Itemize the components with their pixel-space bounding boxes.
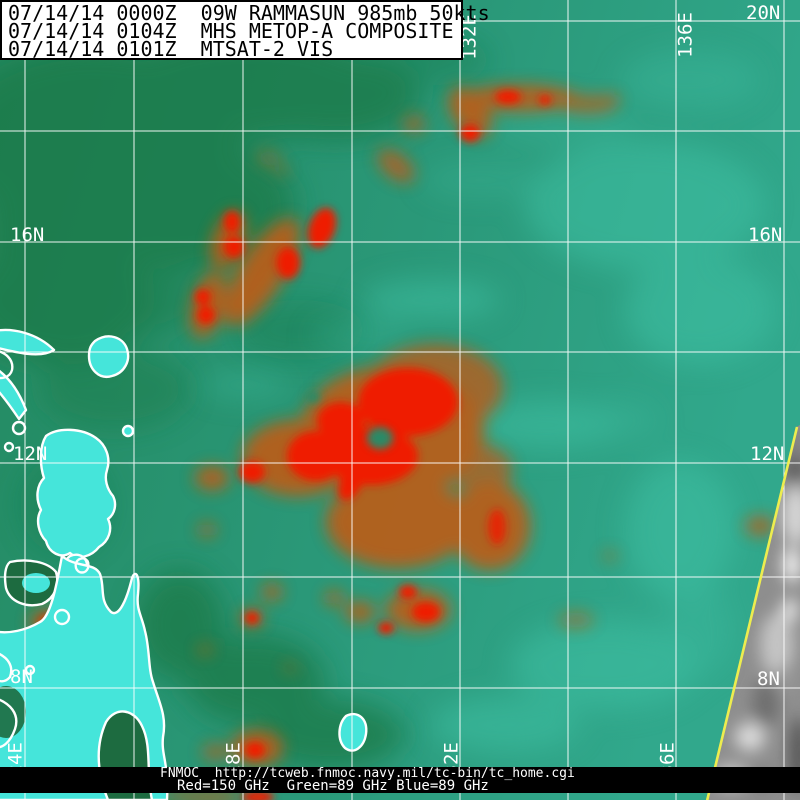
lat-label-right-20n: 20N — [746, 2, 781, 24]
lat-label-left-8n: 8N — [10, 666, 33, 688]
title-box: 07/14/14 0000Z 09W RAMMASUN 985mb 50kts … — [0, 0, 490, 61]
lat-label-left-12n: 12N — [13, 443, 48, 465]
lat-label-left-16n: 16N — [10, 224, 45, 246]
lat-label-right-16n: 16N — [748, 224, 783, 246]
vis-src-line: 07/14/14 0101Z MTSAT-2 VIS — [8, 37, 334, 61]
footer-bar: FNMOC http://tcweb.fnmoc.navy.mil/tc-bin… — [0, 767, 800, 793]
storm-eye-notch — [306, 391, 393, 449]
footer-channel-info: Red=150 GHz Green=89 GHz Blue=89 GHz — [177, 778, 489, 794]
lat-label-right-8n: 8N — [757, 668, 780, 690]
vis-swath-boundary-line — [705, 426, 799, 800]
lat-label-right-12n: 12N — [750, 443, 785, 465]
convection-red-layer — [40, 90, 551, 800]
microwave-src-line: 07/14/14 0104Z MHS METOP-A COMPOSITE — [8, 19, 454, 43]
lon-label-top-136e: 136E — [674, 12, 697, 58]
footer-source-url: FNMOC http://tcweb.fnmoc.navy.mil/tc-bin… — [160, 766, 575, 781]
storm-id-line: 07/14/14 0000Z 09W RAMMASUN 985mb 50kts — [8, 1, 490, 25]
light-streak-layer — [200, 50, 775, 753]
